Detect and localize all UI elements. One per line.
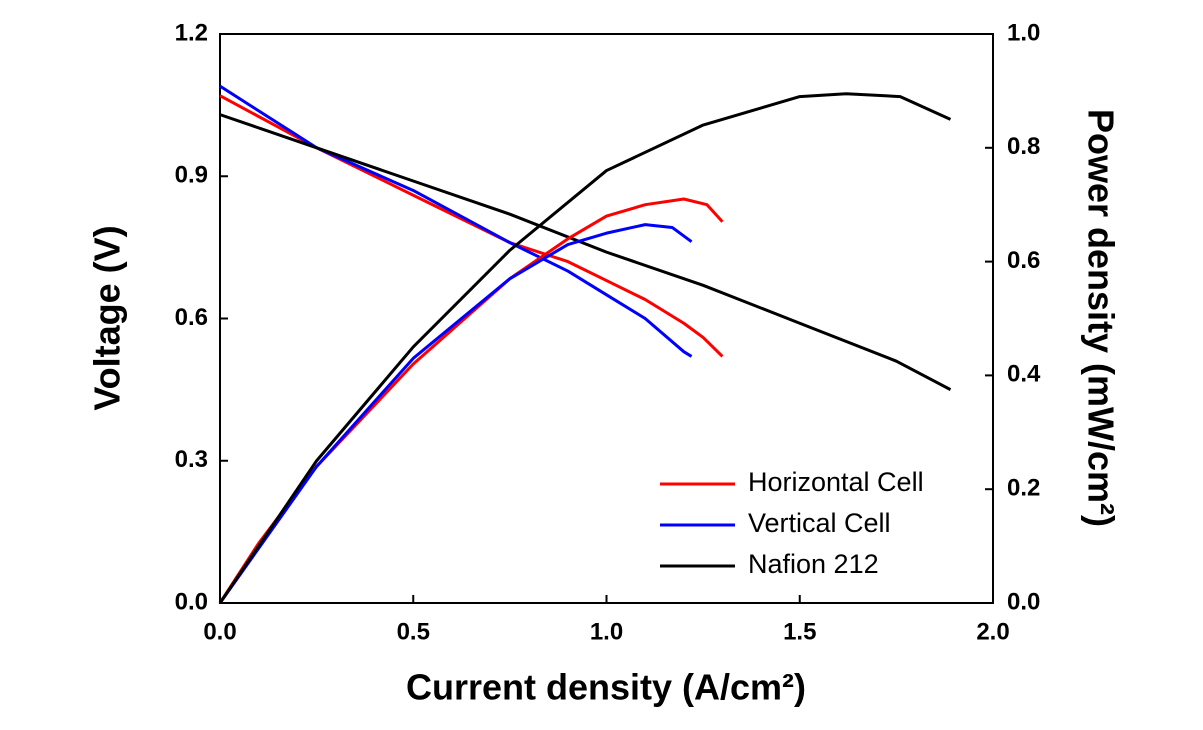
x-tick-label: 2.0: [976, 618, 1009, 645]
legend-label: Vertical Cell: [748, 508, 891, 538]
y2-tick-label: 0.8: [1007, 133, 1040, 160]
series-line: [219, 94, 724, 358]
y-tick-label: 0.3: [175, 446, 208, 473]
y-tick-label: 0.9: [175, 162, 208, 189]
y2-tick-label: 0.0: [1007, 588, 1040, 615]
y2-tick-label: 0.4: [1007, 361, 1041, 388]
y2-tick-label: 0.2: [1007, 475, 1040, 502]
y-tick-label: 0.0: [175, 588, 208, 615]
series-line: [218, 197, 724, 604]
x-tick-label: 0.0: [203, 618, 236, 645]
legend-label: Nafion 212: [748, 549, 879, 579]
series-line: [218, 223, 693, 604]
series-line: [219, 113, 952, 391]
x-tick-label: 1.5: [783, 618, 816, 645]
y2-tick-label: 1.0: [1007, 19, 1040, 46]
legend-label: Horizontal Cell: [748, 467, 924, 497]
series-line: [219, 84, 693, 358]
y-axis-label: Voltage (V): [87, 225, 128, 410]
x-tick-label: 0.5: [397, 618, 430, 645]
y2-tick-label: 0.6: [1007, 247, 1040, 274]
y-tick-label: 1.2: [175, 19, 208, 46]
x-axis-label: Current density (A/cm²): [406, 667, 806, 708]
y-tick-label: 0.6: [175, 304, 208, 331]
y2-axis-label: Power density (mW/cm²): [1080, 109, 1121, 527]
x-tick-label: 1.0: [590, 618, 623, 645]
series-line: [218, 92, 952, 604]
